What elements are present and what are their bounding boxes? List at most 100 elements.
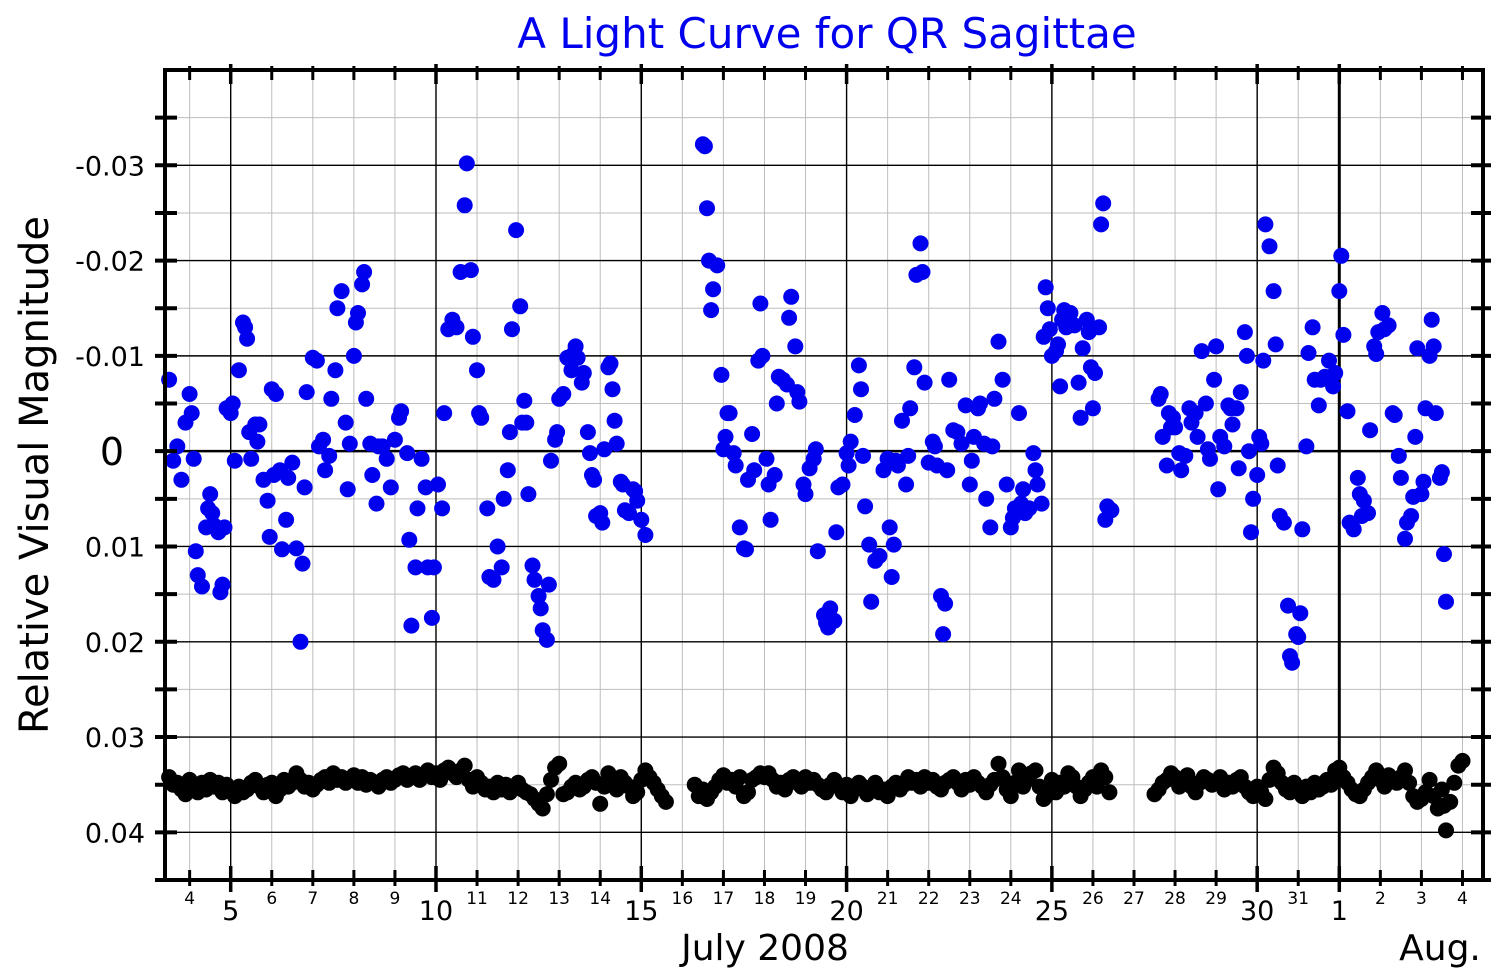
qr-sge-point — [826, 612, 843, 629]
qr-sge-point — [621, 505, 637, 522]
x-tick-label-minor: 7 — [307, 889, 318, 909]
qr-sge-point — [1349, 469, 1366, 486]
qr-sge-point — [382, 479, 399, 496]
qr-sge-point — [1074, 340, 1091, 357]
qr-sge-point — [1362, 422, 1379, 439]
qr-sge-point — [883, 569, 900, 585]
qr-sge-point — [1193, 343, 1210, 360]
qr-sge-point — [530, 588, 547, 604]
qr-sge-point — [972, 395, 988, 412]
qr-sge-point — [1390, 447, 1407, 464]
qr-sge-point — [582, 445, 598, 462]
comparison-point — [1446, 774, 1463, 791]
qr-sge-point — [181, 386, 198, 402]
qr-sge-point — [1015, 481, 1032, 498]
qr-sge-point — [713, 366, 730, 383]
qr-sge-point — [317, 462, 334, 479]
qr-sge-point — [1427, 405, 1444, 422]
qr-sge-point — [1039, 300, 1056, 317]
qr-sge-point — [1290, 629, 1307, 645]
qr-sge-point — [1280, 597, 1296, 614]
qr-sge-point — [278, 511, 295, 528]
qr-sge-point — [1052, 378, 1069, 395]
qr-sge-point — [1152, 386, 1169, 402]
qr-sge-point — [501, 424, 518, 441]
qr-sge-point — [259, 492, 276, 509]
qr-sge-point — [608, 435, 625, 452]
qr-sge-point — [1425, 338, 1442, 355]
qr-sge-point — [473, 409, 490, 426]
x-tick-label-minor: 21 — [877, 889, 899, 909]
qr-sge-point — [1041, 321, 1058, 338]
qr-sge-point — [791, 393, 808, 410]
qr-sge-point — [407, 559, 424, 576]
qr-sge-point — [1325, 378, 1342, 395]
comparison-point — [1257, 791, 1274, 807]
qr-sge-point — [787, 338, 804, 355]
qr-sge-point — [1206, 371, 1223, 388]
qr-sge-point — [425, 559, 442, 576]
qr-sge-point — [1238, 347, 1255, 364]
qr-sge-point — [926, 438, 943, 455]
qr-sge-point — [489, 538, 506, 555]
qr-sge-point — [288, 540, 305, 557]
qr-sge-point — [345, 347, 362, 364]
qr-sge-point — [479, 500, 496, 517]
qr-sge-point — [1331, 283, 1348, 300]
qr-sge-point — [204, 505, 221, 522]
qr-sge-point — [1333, 247, 1350, 264]
qr-sge-point — [224, 395, 241, 412]
qr-sge-point — [1380, 317, 1397, 334]
qr-sge-point — [456, 197, 473, 214]
qr-sge-point — [633, 511, 650, 528]
qr-sge-point — [709, 257, 726, 274]
qr-sge-point — [298, 384, 315, 401]
comparison-point — [1097, 769, 1114, 786]
qr-sge-point — [1093, 216, 1110, 233]
comparison-point — [629, 784, 646, 801]
qr-sge-point — [294, 555, 311, 572]
qr-sge-point — [703, 302, 720, 319]
x-axis-label: July 2008 — [679, 928, 849, 969]
x-tick-label-major: 20 — [829, 896, 863, 927]
qr-sge-point — [243, 450, 260, 467]
qr-sge-point — [280, 469, 297, 486]
comparison-point — [740, 784, 756, 801]
qr-sge-point — [797, 486, 814, 503]
qr-sge-point — [267, 386, 284, 402]
qr-sge-point — [594, 514, 611, 531]
qr-sge-point — [984, 438, 1001, 455]
qr-sge-point — [1368, 346, 1385, 362]
x-tick-label-minor: 26 — [1082, 889, 1104, 909]
qr-sge-point — [464, 328, 481, 345]
qr-sge-point — [458, 155, 475, 172]
qr-sge-point — [783, 288, 800, 305]
qr-sge-point — [941, 371, 958, 388]
qr-sge-point — [629, 492, 646, 509]
qr-sge-point — [540, 576, 557, 593]
qr-sge-point — [230, 362, 247, 379]
qr-sge-point — [1335, 326, 1352, 343]
qr-sge-point — [1062, 305, 1079, 321]
qr-sge-point — [1078, 311, 1095, 328]
qr-sge-point — [1087, 365, 1103, 381]
qr-sge-point — [1310, 397, 1327, 414]
qr-sge-point — [321, 447, 338, 464]
x-tick-label-minor: 2 — [1375, 889, 1386, 909]
comparison-point — [1454, 752, 1471, 769]
qr-sge-point — [214, 576, 231, 593]
qr-sge-point — [327, 362, 344, 379]
plot-frame — [163, 68, 1485, 882]
comparison-point — [456, 757, 473, 774]
qr-sge-point — [1230, 460, 1247, 477]
qr-sge-point — [1173, 462, 1190, 479]
qr-sge-point — [746, 462, 763, 479]
qr-sge-point — [401, 531, 418, 548]
qr-sge-point — [900, 447, 917, 464]
qr-sge-point — [766, 467, 783, 483]
y-axis-label: Relative Visual Magnitude — [12, 216, 58, 734]
y-tick-label: 0 — [100, 430, 124, 474]
qr-sge-point — [358, 390, 375, 407]
x-tick-label-minor: 18 — [754, 889, 776, 909]
qr-sge-point — [604, 381, 621, 398]
